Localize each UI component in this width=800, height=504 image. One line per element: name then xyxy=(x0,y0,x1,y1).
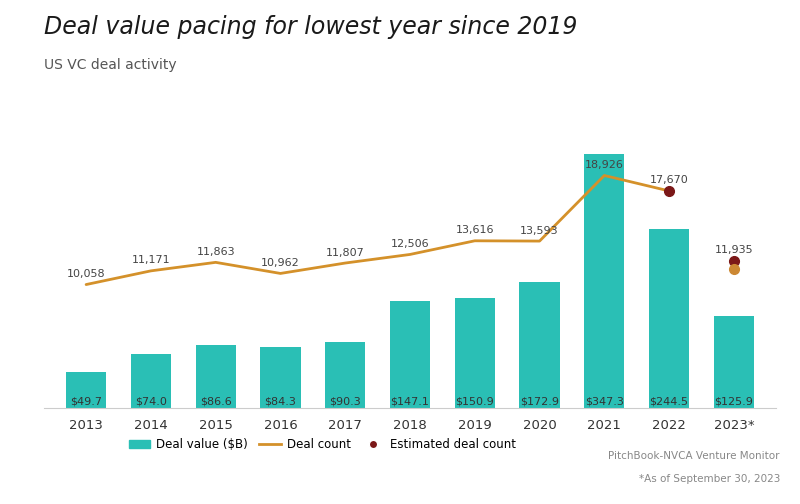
Text: PitchBook-NVCA Venture Monitor: PitchBook-NVCA Venture Monitor xyxy=(609,451,780,461)
Text: $90.3: $90.3 xyxy=(330,396,361,406)
Text: $86.6: $86.6 xyxy=(200,396,231,406)
Text: 13,593: 13,593 xyxy=(520,226,559,235)
Text: 13,616: 13,616 xyxy=(455,225,494,235)
Bar xyxy=(325,342,366,408)
Text: Deal value pacing for lowest year since 2019: Deal value pacing for lowest year since … xyxy=(44,15,578,39)
Text: $84.3: $84.3 xyxy=(265,396,296,406)
Text: $125.9: $125.9 xyxy=(714,396,754,406)
Bar xyxy=(390,300,430,408)
Bar xyxy=(260,347,301,408)
Text: $347.3: $347.3 xyxy=(585,396,624,406)
Text: *As of September 30, 2023: *As of September 30, 2023 xyxy=(638,474,780,484)
Bar xyxy=(519,282,560,408)
Text: 11,171: 11,171 xyxy=(131,256,170,265)
Text: 10,962: 10,962 xyxy=(261,258,300,268)
Text: $150.9: $150.9 xyxy=(455,396,494,406)
Legend: Deal value ($B), Deal count, Estimated deal count: Deal value ($B), Deal count, Estimated d… xyxy=(124,434,520,456)
Text: 11,935: 11,935 xyxy=(714,245,754,256)
Text: 12,506: 12,506 xyxy=(390,239,430,249)
Bar xyxy=(584,154,625,408)
Bar xyxy=(66,372,106,408)
Text: 18,926: 18,926 xyxy=(585,160,624,170)
Text: $74.0: $74.0 xyxy=(135,396,167,406)
Text: 17,670: 17,670 xyxy=(650,175,689,185)
Bar xyxy=(649,229,689,408)
Bar xyxy=(195,345,236,408)
Text: $244.5: $244.5 xyxy=(650,396,689,406)
Bar xyxy=(131,354,171,408)
Text: US VC deal activity: US VC deal activity xyxy=(44,58,177,72)
Text: 11,863: 11,863 xyxy=(196,247,235,257)
Bar xyxy=(454,298,495,408)
Text: 10,058: 10,058 xyxy=(66,269,106,279)
Text: 11,807: 11,807 xyxy=(326,247,365,258)
Text: $49.7: $49.7 xyxy=(70,396,102,406)
Bar xyxy=(714,316,754,408)
Text: $147.1: $147.1 xyxy=(390,396,430,406)
Text: $172.9: $172.9 xyxy=(520,396,559,406)
